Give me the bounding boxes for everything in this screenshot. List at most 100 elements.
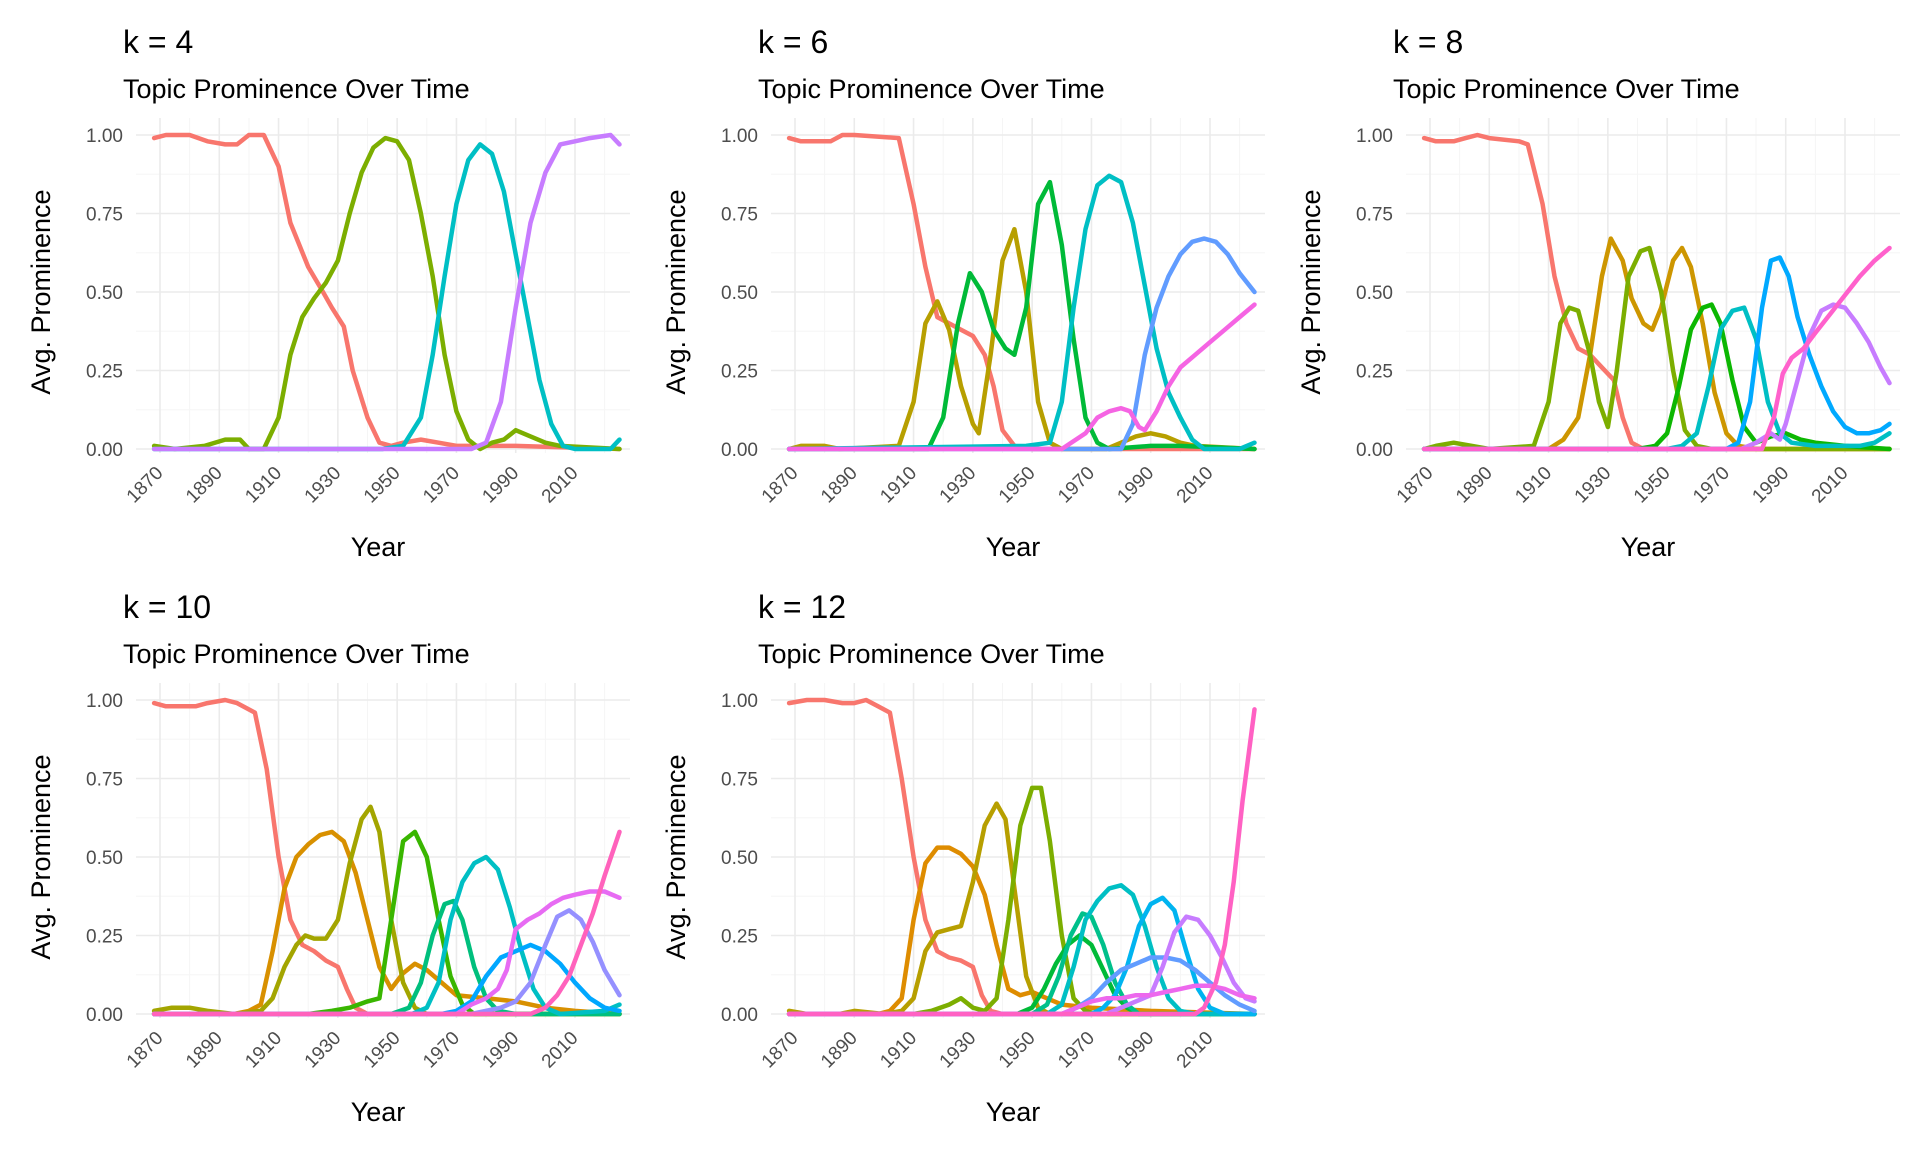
y-tick-label: 0.75 [86, 770, 123, 791]
minor-gridlines [136, 118, 630, 453]
series-line-6 [1421, 302, 1892, 452]
y-axis-title: Avg. Prominence [661, 754, 691, 959]
x-tick-label: 1930 [301, 1028, 346, 1073]
x-tick-label: 2010 [1173, 1028, 1218, 1073]
series-line-6 [786, 883, 1257, 1017]
series-line-4 [786, 236, 1257, 452]
series-line-1 [151, 135, 622, 452]
series-line-3 [151, 132, 622, 452]
x-tick-label: 1890 [817, 1028, 862, 1073]
y-axis-title: Avg. Prominence [26, 189, 56, 394]
y-tick-label: 0.25 [721, 927, 758, 948]
x-axis-title: Year [1621, 532, 1676, 562]
x-tick-label: 1870 [123, 1028, 168, 1073]
x-axis-title: Year [351, 1097, 406, 1127]
y-axis-title: Avg. Prominence [661, 189, 691, 394]
series-line-0 [151, 132, 622, 452]
series-lines [151, 697, 622, 1017]
series-line-0 [151, 697, 622, 1017]
series-line-5 [1421, 255, 1892, 452]
series-line-3 [151, 829, 622, 1017]
series-line-4 [1421, 305, 1892, 452]
y-tick-label: 0.50 [721, 283, 758, 304]
y-tick-label: 0.00 [86, 1005, 123, 1026]
series-line-2 [1421, 245, 1892, 452]
chart-subtitle: Topic Prominence Over Time [758, 74, 1105, 104]
chart-subtitle: Topic Prominence Over Time [123, 74, 470, 104]
series-line-2 [786, 179, 1257, 452]
x-tick-label: 1870 [123, 463, 168, 508]
minor-gridlines [1406, 118, 1900, 453]
x-tick-label: 1870 [758, 463, 803, 508]
y-tick-label: 0.00 [86, 440, 123, 461]
y-tick-label: 0.75 [721, 205, 758, 226]
x-tick-label: 1910 [241, 463, 286, 508]
x-tick-label: 1950 [360, 1028, 405, 1073]
series-line-10 [786, 983, 1257, 1017]
x-tick-label: 1930 [936, 1028, 981, 1073]
x-tick-label: 1950 [360, 463, 405, 508]
chart-subtitle: Topic Prominence Over Time [1393, 74, 1740, 104]
y-tick-label: 0.00 [1356, 440, 1393, 461]
chart-panel-2: 0.00 0.25 0.50 0.75 1.00 1870 1890 1910 1930 1950… [1296, 24, 1900, 562]
x-tick-label: 2010 [1808, 463, 1853, 508]
series-lines [786, 132, 1257, 452]
series-line-0 [786, 132, 1257, 452]
x-tick-label: 1990 [1114, 463, 1159, 508]
y-tick-label: 0.00 [721, 440, 758, 461]
x-tick-label: 1910 [241, 1028, 286, 1073]
x-tick-label: 1870 [758, 1028, 803, 1073]
series-line-1 [786, 226, 1257, 452]
chart-panel-1: 0.00 0.25 0.50 0.75 1.00 1870 1890 1910 1930 1950… [661, 24, 1265, 562]
x-tick-label: 1890 [182, 1028, 227, 1073]
x-tick-label: 1890 [182, 463, 227, 508]
x-tick-label: 1970 [419, 463, 464, 508]
x-tick-label: 1990 [479, 463, 524, 508]
x-tick-label: 1910 [1511, 463, 1556, 508]
y-tick-label: 0.50 [1356, 283, 1393, 304]
series-lines [786, 697, 1257, 1017]
x-tick-label: 1930 [1571, 463, 1616, 508]
y-tick-label: 1.00 [721, 691, 758, 712]
chart-title: k = 10 [123, 589, 211, 625]
x-tick-label: 1970 [1054, 463, 1099, 508]
chart-title: k = 12 [758, 589, 846, 625]
major-gridlines [136, 118, 630, 453]
chart-title: k = 6 [758, 24, 828, 60]
x-tick-label: 2010 [1173, 463, 1218, 508]
y-axis-title: Avg. Prominence [1296, 189, 1326, 394]
y-tick-label: 0.50 [721, 848, 758, 869]
series-line-3 [786, 173, 1257, 452]
series-line-6 [151, 942, 622, 1017]
x-tick-label: 1930 [301, 463, 346, 508]
chart-subtitle: Topic Prominence Over Time [123, 639, 470, 669]
series-line-5 [786, 302, 1257, 452]
chart-panel-3: 0.00 0.25 0.50 0.75 1.00 1870 1890 1910 1930 1950… [26, 589, 630, 1127]
major-gridlines [771, 118, 1265, 453]
series-line-7 [1421, 245, 1892, 452]
minor-gridlines [771, 118, 1265, 453]
series-line-1 [1421, 236, 1892, 452]
x-tick-label: 2010 [538, 1028, 583, 1073]
series-line-2 [151, 142, 622, 452]
y-tick-label: 1.00 [86, 126, 123, 147]
y-tick-label: 0.75 [1356, 205, 1393, 226]
y-tick-label: 0.75 [721, 770, 758, 791]
x-axis-title: Year [986, 1097, 1041, 1127]
series-line-4 [151, 898, 622, 1017]
y-tick-label: 0.25 [86, 927, 123, 948]
x-axis-title: Year [351, 532, 406, 562]
chart-panel-0: 0.00 0.25 0.50 0.75 1.00 1870 1890 1910 1930 1950… [26, 24, 630, 562]
chart-title: k = 8 [1393, 24, 1463, 60]
series-line-3 [1421, 302, 1892, 452]
series-line-1 [151, 829, 622, 1017]
x-tick-label: 1950 [995, 1028, 1040, 1073]
series-line-11 [786, 707, 1257, 1017]
x-tick-label: 1950 [1630, 463, 1675, 508]
x-tick-label: 1890 [817, 463, 862, 508]
x-tick-label: 1990 [1114, 1028, 1159, 1073]
series-line-8 [151, 889, 622, 1017]
y-tick-label: 0.75 [86, 205, 123, 226]
series-line-7 [151, 908, 622, 1017]
chart-title: k = 4 [123, 24, 193, 60]
